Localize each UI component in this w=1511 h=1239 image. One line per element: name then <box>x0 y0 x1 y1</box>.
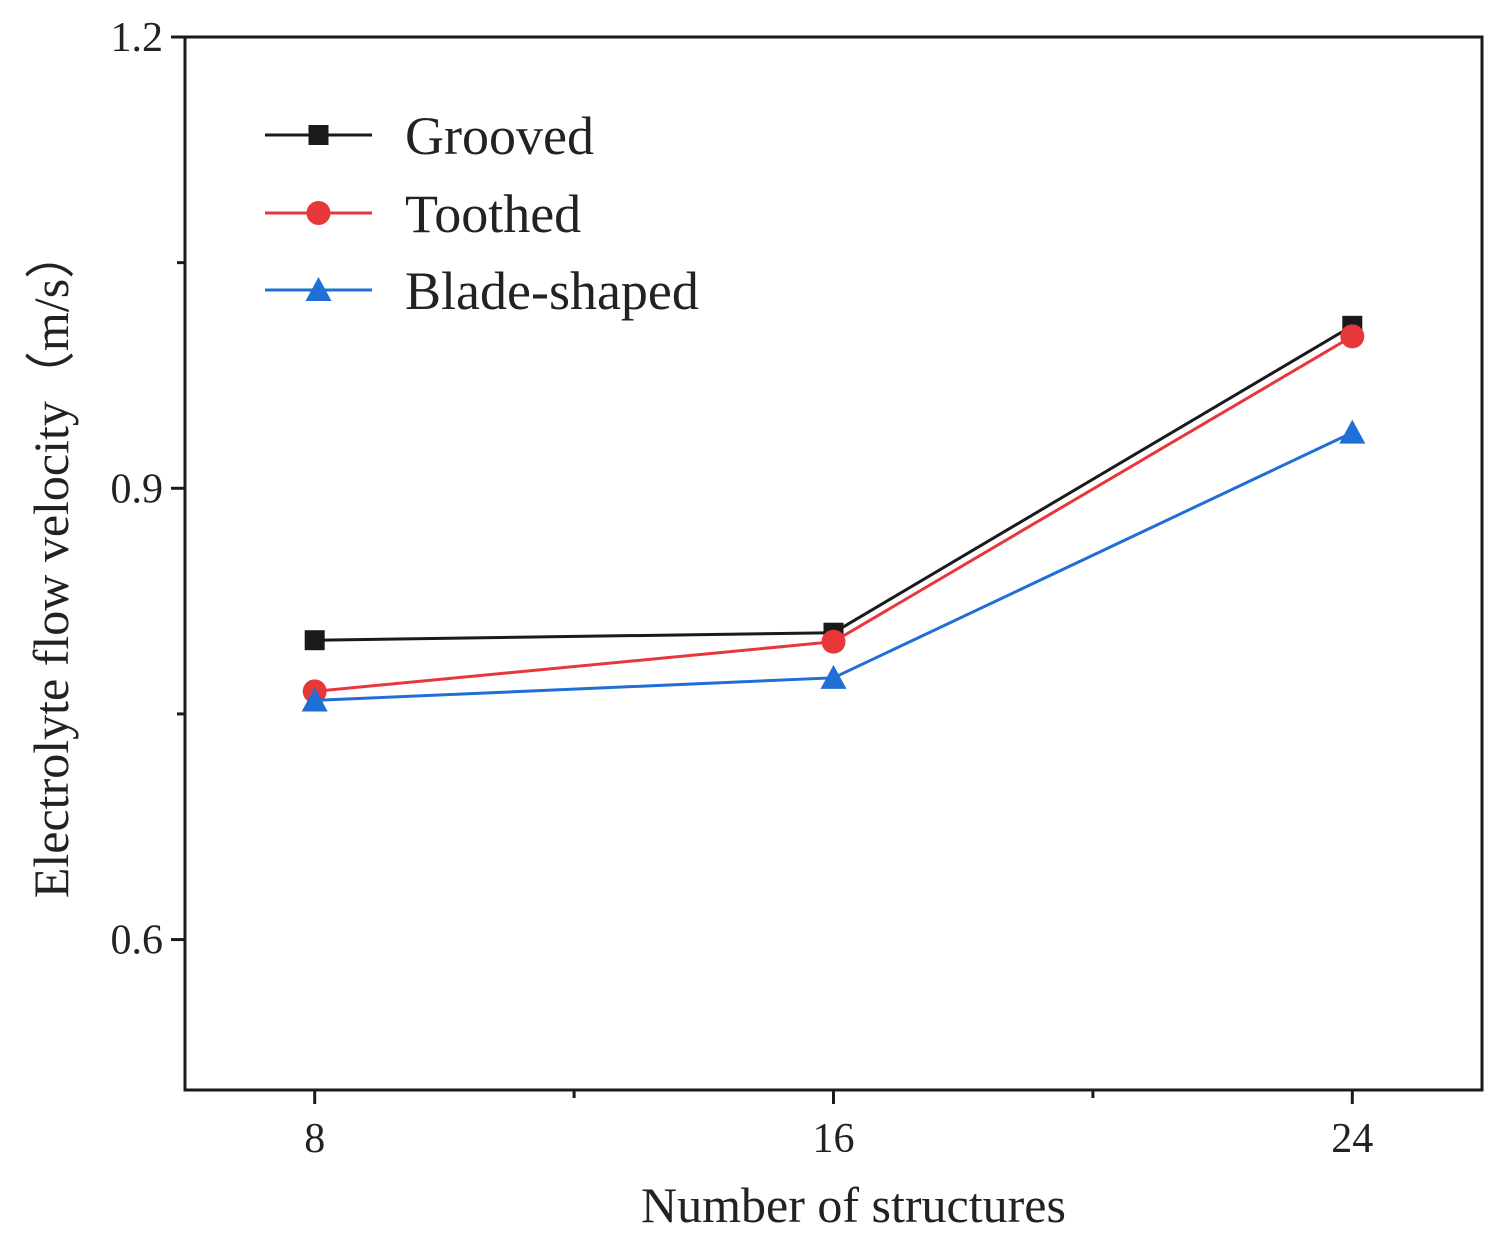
series-line-grooved <box>314 324 1354 642</box>
data-point-toothed <box>821 629 846 654</box>
x-axis-title: Number of structures <box>641 1177 1066 1233</box>
data-point-grooved <box>304 630 325 651</box>
legend-label: Blade-shaped <box>405 261 699 321</box>
y-tick-label: 0.6 <box>111 918 164 964</box>
data-point-blade-shaped <box>820 664 847 689</box>
legend-marker <box>308 125 329 145</box>
legend-marker <box>306 201 331 225</box>
y-tick-label: 0.9 <box>111 466 164 512</box>
series-line-blade-shaped <box>314 431 1353 702</box>
legend-label: Toothed <box>405 184 581 244</box>
legend-label: Grooved <box>405 106 594 166</box>
y-tick-label: 1.2 <box>111 15 164 61</box>
y-axis-title: Electrolyte flow velocity（m/s） <box>23 229 79 898</box>
x-tick-label: 8 <box>304 1116 325 1162</box>
legend: Grooved Toothed Blade-shaped <box>265 106 699 321</box>
data-point-blade-shaped <box>1339 419 1366 444</box>
series-layer <box>301 315 1366 712</box>
legend-marker <box>305 277 332 302</box>
x-tick-label: 24 <box>1331 1116 1373 1162</box>
plot-frame <box>183 35 1484 1092</box>
axes-layer: 0.6 0.9 1.2 8 16 24 <box>111 15 1484 1162</box>
data-point-blade-shaped <box>301 687 328 712</box>
data-point-toothed <box>1340 324 1365 349</box>
x-tick-label: 16 <box>813 1116 855 1162</box>
